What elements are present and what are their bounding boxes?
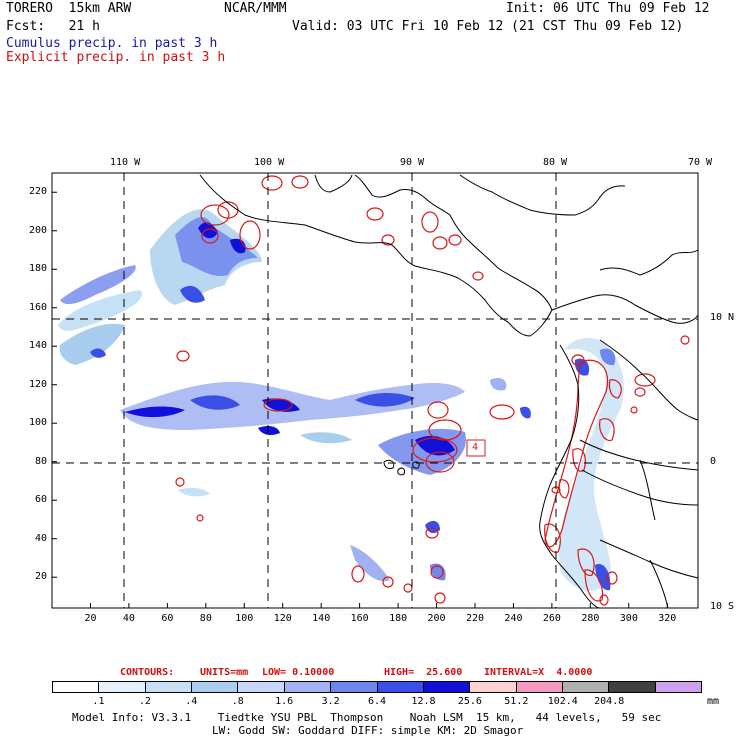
y-tick-label: 220 xyxy=(29,186,48,198)
colorbar-label: 6.4 xyxy=(368,696,387,707)
valid-time: Valid: 03 UTC Fri 10 Feb 12 (21 CST Thu … xyxy=(292,19,684,34)
lat-lon-grid xyxy=(52,173,698,608)
y-tick-label: 100 xyxy=(29,417,48,429)
contours-prefix: CONTOURS: xyxy=(120,667,175,678)
x-tick-label: 40 xyxy=(122,613,135,624)
cumulus-legend: Cumulus precip. in past 3 h xyxy=(6,36,218,51)
colorbar-swatch xyxy=(53,682,100,692)
x-tick-label: 180 xyxy=(389,613,408,624)
forecast-hour: Fcst: 21 h xyxy=(6,19,100,34)
lon-label-100w: 100 W xyxy=(254,157,285,168)
map-frame xyxy=(51,172,699,609)
colorbar-swatch xyxy=(655,682,702,692)
model-title: TORERO 15km ARW xyxy=(6,1,132,16)
x-tick-marks xyxy=(89,603,668,608)
x-tick-label: 120 xyxy=(273,613,292,624)
x-tick-label: 60 xyxy=(161,613,174,624)
model-info-line1: Model Info: V3.3.1 Tiedtke YSU PBL Thomp… xyxy=(72,711,662,724)
y-tick-label: 120 xyxy=(29,378,48,390)
contours-low: LOW= 0.10000 xyxy=(262,667,335,678)
colorbar-swatch xyxy=(470,682,517,692)
lon-label-70w: 70 W xyxy=(688,157,713,168)
lat-label-0: 0 xyxy=(710,456,717,467)
y-tick-label: 180 xyxy=(29,263,48,275)
contours-high: HIGH= 25.600 xyxy=(384,667,463,678)
colorbar-label: 1.6 xyxy=(275,696,294,707)
colorbar-label: 3.2 xyxy=(321,696,340,707)
x-tick-label: 320 xyxy=(658,613,677,624)
lat-label-10n: 10 N xyxy=(710,312,735,323)
x-tick-label: 140 xyxy=(312,613,331,624)
x-tick-label: 200 xyxy=(427,613,446,624)
colorbar-label: .4 xyxy=(185,696,198,707)
colorbar-swatch xyxy=(331,682,378,692)
y-tick-label: 160 xyxy=(29,301,48,313)
model-info-line2: LW: Godd SW: Goddard DIFF: simple KM: 2D… xyxy=(212,724,524,737)
colorbar-swatch xyxy=(377,682,424,692)
colorbar-unit: mm xyxy=(707,696,720,707)
lat-label-10s: 10 S xyxy=(710,601,735,612)
colorbar-swatch xyxy=(609,682,656,692)
x-tick-label: 280 xyxy=(581,613,600,624)
cumulus-precip-shading xyxy=(58,209,624,591)
lon-label-90w: 90 W xyxy=(400,157,425,168)
colorbar-label: 51.2 xyxy=(504,696,529,707)
colorbar-label: 25.6 xyxy=(457,696,482,707)
x-tick-label: 300 xyxy=(619,613,638,624)
colorbar-swatch xyxy=(516,682,563,692)
x-tick-label: 240 xyxy=(504,613,523,624)
x-tick-label: 80 xyxy=(199,613,212,624)
explicit-legend: Explicit precip. in past 3 h xyxy=(6,50,226,65)
colorbar-label: .8 xyxy=(231,696,244,707)
y-tick-label: 140 xyxy=(29,340,48,352)
contours-interval: INTERVAL=X 4.0000 xyxy=(484,667,593,678)
y-tick-label: 40 xyxy=(35,532,48,544)
colorbar-swatch xyxy=(99,682,146,692)
colorbar-label: 102.4 xyxy=(547,696,578,707)
y-tick-label: 200 xyxy=(29,224,48,236)
colorbar-swatch xyxy=(192,682,239,692)
colorbar-swatch xyxy=(562,682,610,692)
colorbar-label: .1 xyxy=(92,696,105,707)
x-tick-label: 160 xyxy=(350,613,369,624)
y-tick-label: 60 xyxy=(35,494,48,506)
lon-label-110w: 110 W xyxy=(110,157,141,168)
domain-marker: 4 xyxy=(472,442,479,453)
x-tick-label: 220 xyxy=(465,613,485,624)
y-tick-marks xyxy=(52,191,57,578)
center-title: NCAR/MMM xyxy=(224,1,287,16)
lon-label-80w: 80 W xyxy=(543,157,568,168)
contours-units: UNITS=mm xyxy=(200,667,249,678)
colorbar-label: 204.8 xyxy=(594,696,625,707)
colorbar-swatch xyxy=(238,682,285,692)
colorbar-label: 12.8 xyxy=(411,696,436,707)
y-tick-label: 80 xyxy=(35,455,48,467)
colorbar-swatch xyxy=(145,682,193,692)
y-tick-label: 20 xyxy=(35,571,48,583)
colorbar-swatch xyxy=(423,682,471,692)
colorbar-label: .2 xyxy=(138,696,151,707)
x-tick-label: 20 xyxy=(84,613,97,624)
init-time: Init: 06 UTC Thu 09 Feb 12 xyxy=(506,1,710,16)
x-tick-label: 100 xyxy=(235,613,254,624)
x-tick-label: 260 xyxy=(542,613,561,624)
colorbar-swatch xyxy=(284,682,332,692)
coastlines xyxy=(199,174,699,609)
precip-colorbar xyxy=(52,681,702,693)
